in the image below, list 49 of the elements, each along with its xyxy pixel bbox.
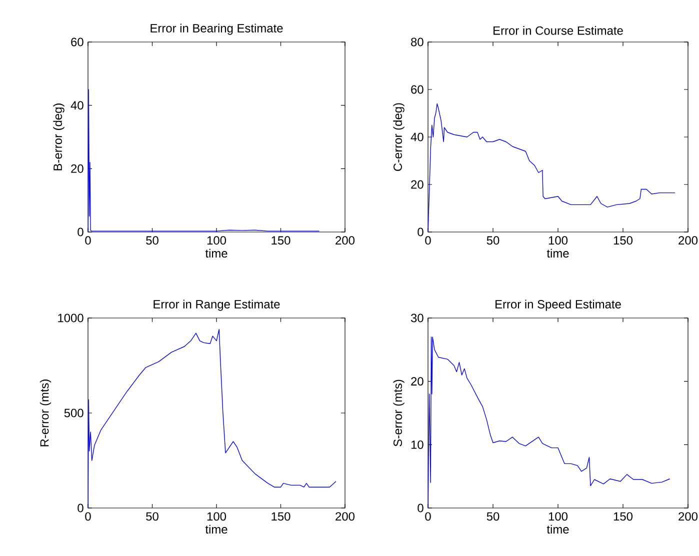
y-tick-label: 80 xyxy=(411,38,424,46)
line-series xyxy=(428,103,676,232)
y-tick-label: 60 xyxy=(411,85,424,94)
y-axis-title: S-error (mts) xyxy=(393,380,404,446)
x-tick-label: 150 xyxy=(614,236,633,245)
x-tick-label: 150 xyxy=(614,512,633,521)
y-tick-label: 30 xyxy=(410,314,424,322)
chart-title: Error in Bearing Estimate xyxy=(150,24,283,35)
y-tick-label: 20 xyxy=(71,164,84,173)
x-axis-title: time xyxy=(205,248,228,258)
x-tick-label: 200 xyxy=(678,236,698,245)
x-axis-title: time xyxy=(205,524,228,534)
x-tick-label: 100 xyxy=(207,512,226,521)
y-axis-title: C-error (deg) xyxy=(393,103,404,171)
x-tick-label: 100 xyxy=(207,236,226,245)
y-tick-label: 60 xyxy=(71,38,84,46)
x-tick-label: 150 xyxy=(272,512,290,521)
x-tick-label: 0 xyxy=(85,512,91,521)
y-tick-label: 0 xyxy=(78,504,84,512)
y-tick-label: 1000 xyxy=(58,314,84,322)
y-tick-label: 40 xyxy=(70,101,84,110)
y-axis-title: B-error (deg) xyxy=(53,104,64,170)
x-axis-title: time xyxy=(546,524,569,534)
y-tick-label: 500 xyxy=(64,408,84,418)
x-tick-label: 50 xyxy=(146,236,158,245)
y-tick-label: 0 xyxy=(78,228,84,236)
y-tick-label: 20 xyxy=(411,377,424,386)
x-axis-title: time xyxy=(546,248,569,258)
chart-title: Error in Range Estimate xyxy=(154,300,280,311)
x-tick-label: 50 xyxy=(486,236,500,245)
chart-title: Error in Course Estimate xyxy=(494,26,623,35)
x-tick-label: 50 xyxy=(486,512,500,521)
y-tick-label: 0 xyxy=(418,228,424,236)
x-tick-label: 0 xyxy=(425,512,431,521)
x-tick-label: 0 xyxy=(425,236,431,245)
y-axis-title: R-error (mts) xyxy=(40,380,52,446)
x-tick-label: 50 xyxy=(146,512,158,521)
x-tick-label: 0 xyxy=(85,236,91,245)
x-tick-label: 200 xyxy=(336,512,355,521)
x-tick-label: 100 xyxy=(548,236,568,245)
chart-title: Error in Speed Estimate xyxy=(496,300,621,311)
y-tick-label: 20 xyxy=(411,180,424,189)
y-tick-label: 0 xyxy=(418,504,424,512)
x-tick-label: 200 xyxy=(678,512,698,521)
x-tick-label: 150 xyxy=(272,236,290,245)
y-tick-label: 10 xyxy=(411,440,424,449)
x-tick-label: 200 xyxy=(336,236,355,245)
y-tick-label: 40 xyxy=(410,132,424,142)
x-tick-label: 100 xyxy=(548,512,568,521)
